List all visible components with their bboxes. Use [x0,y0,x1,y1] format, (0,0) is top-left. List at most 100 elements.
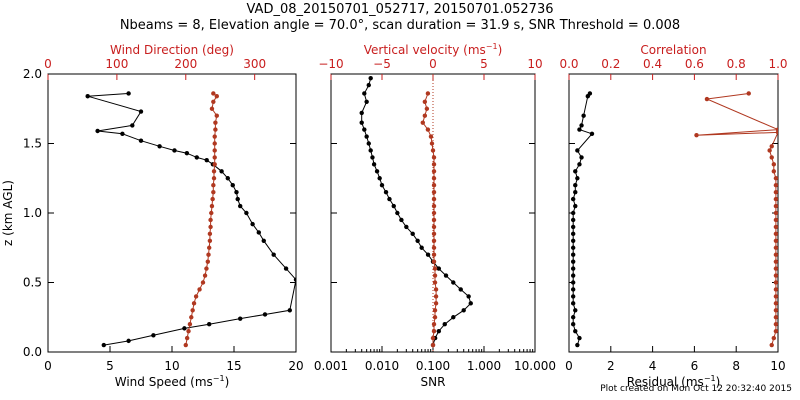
black-data-point [359,110,364,116]
y-tick-label: 0.5 [23,276,42,290]
top-tick-label: 0.8 [727,57,746,71]
red-data-point [773,294,778,299]
black-data-point [261,238,266,243]
red-data-point [773,210,778,216]
red-data-point [431,259,437,264]
red-data-point [431,238,437,243]
black-data-point [391,203,396,209]
black-data-point [395,210,400,216]
black-data-point [225,176,230,181]
black-series-line [361,78,472,346]
red-data-point [209,210,214,216]
red-data-point [211,183,216,188]
black-data-point [250,221,255,227]
black-data-point [466,294,471,299]
black-data-point [570,301,576,306]
red-data-point [200,280,206,285]
red-data-point [773,224,778,230]
black-data-point [244,210,249,216]
red-data-point [431,231,437,237]
black-data-point [207,322,212,327]
black-data-point [157,144,162,149]
black-data-point [219,169,224,174]
black-data-point [184,151,190,156]
black-data-point [451,280,456,285]
red-data-point [432,315,438,320]
red-data-point [431,176,437,181]
red-data-point [213,127,218,132]
black-data-point [410,231,415,237]
bottom-axis-label: Residual (ms−1) [627,374,721,389]
red-data-point [430,335,436,341]
top-axis-label: Correlation [640,43,706,57]
bottom-tick-label: 0.010 [365,359,399,373]
red-data-point [771,169,777,174]
red-data-point [773,176,778,181]
red-data-point [431,203,437,209]
red-data-point [773,231,778,237]
red-data-point [211,176,217,181]
red-data-point [208,224,213,230]
black-data-point [262,312,268,317]
red-data-point [773,238,778,243]
black-data-point [419,245,424,250]
black-data-point [570,266,576,271]
y-tick-label: 0.0 [23,345,42,359]
red-data-point [197,287,202,292]
red-data-point [431,196,437,202]
bottom-tick-label: 0 [565,359,573,373]
red-data-point [425,91,431,96]
black-data-point [101,342,107,348]
red-data-point [431,224,437,230]
red-data-point [431,252,437,257]
red-data-point [211,169,217,174]
black-data-point [575,176,580,181]
series-group [183,91,219,348]
black-data-point [283,266,289,271]
black-data-point [399,217,404,223]
red-series-line [696,93,778,346]
black-data-point [577,335,582,341]
red-data-point [431,162,437,167]
top-axis-label: Wind Direction (deg) [110,43,234,57]
black-data-point [377,176,382,181]
red-data-point [431,217,437,223]
black-data-point [238,316,243,321]
black-data-point [573,308,578,313]
bottom-tick-label: 8 [732,359,740,373]
red-data-point [773,280,778,285]
red-data-point [212,162,217,167]
red-data-point [773,301,778,306]
black-data-point [234,189,239,195]
black-data-point [138,138,144,143]
black-data-point [575,342,580,348]
black-data-point [235,196,240,202]
red-data-point [771,335,777,341]
red-data-point [431,322,437,327]
red-data-point [207,238,213,243]
red-data-point [428,134,434,139]
black-data-point [387,196,392,202]
red-data-point [773,189,778,195]
black-data-point [370,155,375,160]
red-data-point [431,210,437,216]
y-axis-label: z (km AGL) [1,180,15,246]
red-data-point [773,203,778,209]
black-data-point [575,148,580,153]
black-data-point [577,162,582,167]
red-data-point [183,342,188,348]
black-data-point [364,99,369,105]
top-tick-label: 10 [527,57,542,71]
panel-frame-1 [47,73,297,353]
black-data-point [570,294,576,299]
red-data-point [431,328,437,334]
black-data-point [256,230,261,235]
red-data-point [769,144,774,149]
red-data-point [212,148,217,153]
black-data-point [587,91,593,96]
top-tick-label: −5 [373,57,391,71]
red-data-point [210,196,215,202]
red-data-point [746,91,751,96]
black-data-point [436,266,442,271]
red-data-point [694,132,699,138]
